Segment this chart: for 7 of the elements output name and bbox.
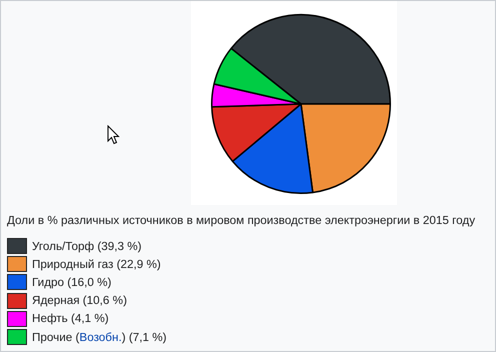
legend-label: Природный газ (22,9 %) [32, 258, 161, 271]
legend-label: Уголь/Торф (39,3 %) [32, 240, 142, 253]
legend-label: Ядерная (10,6 %) [32, 294, 127, 308]
legend-label: Прочие (Возобн.) (7,1 %) [32, 330, 167, 344]
legend-label: Нефть (4,1 %) [32, 312, 109, 326]
legend-label: Гидро (16,0 %) [32, 276, 112, 289]
text: Доли в % различных источников в мировом производстве электроэнергии в 2015 году [7, 214, 476, 227]
